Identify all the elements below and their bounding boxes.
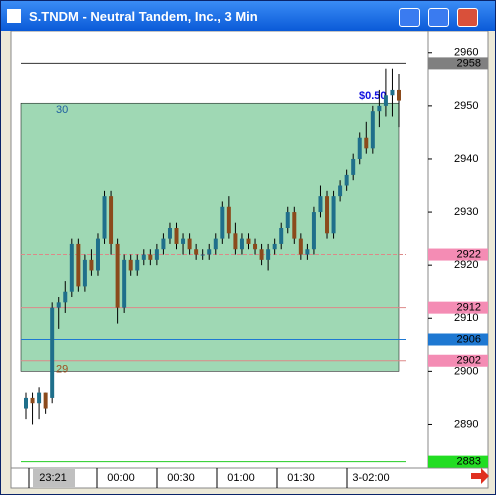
level-label: 2902 (457, 355, 481, 367)
candle-body (338, 185, 343, 197)
candle-body (174, 227, 179, 244)
candle-body (24, 397, 28, 409)
candle-body (266, 249, 271, 260)
candle-body (298, 238, 303, 255)
level-label: 2958 (457, 57, 481, 69)
candle-body (43, 392, 48, 409)
level-box (428, 455, 488, 468)
candle-body (370, 111, 375, 149)
level-box (428, 333, 488, 346)
y-tick-label: 2960 (454, 47, 478, 59)
candle-body (239, 238, 244, 250)
time-label: 01:30 (287, 472, 315, 484)
candle-body (344, 174, 349, 186)
candle-body (76, 243, 81, 287)
scroll-arrow[interactable] (471, 468, 489, 484)
candle-body (213, 238, 218, 250)
level-label: 2912 (457, 302, 481, 314)
candle-body (292, 212, 297, 239)
candle-body (109, 196, 114, 244)
cursor-time-box (33, 469, 75, 487)
candle-body (200, 254, 205, 256)
candle-body (331, 196, 336, 234)
y-tick-label: 2930 (454, 206, 478, 218)
candle-body (187, 238, 192, 250)
position-top-label: 30 (56, 104, 68, 116)
time-label: 01:00 (227, 472, 255, 484)
candle-body (351, 158, 356, 175)
candle-body (233, 233, 238, 250)
candle-body (82, 259, 87, 287)
candle-body (246, 238, 251, 244)
position-zone (20, 102, 400, 372)
candle-body (318, 196, 323, 213)
level-box (428, 57, 488, 70)
candle-body (383, 95, 388, 106)
candle-body (364, 137, 369, 149)
time-label: 00:30 (167, 472, 195, 484)
candle-body (69, 243, 74, 292)
y-tick-label: 2900 (454, 365, 478, 377)
candle-body (141, 254, 146, 260)
y-tick-label: 2910 (454, 312, 478, 324)
time-label: 3-02:00 (352, 472, 389, 484)
candle-body (194, 249, 199, 255)
candle-body (390, 89, 395, 96)
candle-body (220, 206, 225, 239)
close-button[interactable] (457, 8, 478, 27)
time-axis (10, 467, 489, 489)
y-tick-label: 2950 (454, 100, 478, 112)
candle-body (325, 196, 330, 234)
candle-body (154, 249, 159, 260)
position-bottom-label: 29 (56, 363, 68, 375)
candle-body (397, 89, 401, 101)
candle-body (50, 307, 55, 398)
level-label: 2906 (457, 333, 481, 345)
level-box (428, 248, 488, 261)
y-tick-label: 2940 (454, 153, 478, 165)
candle-body (167, 227, 172, 239)
title-bar: S.TNDM - Neutral Tandem, Inc., 3 Min (1, 1, 495, 31)
maximize-button[interactable] (428, 8, 449, 27)
time-label: 00:00 (107, 472, 135, 484)
y-tick-label: 2890 (454, 418, 478, 430)
candle-body (272, 243, 277, 250)
candle-body (30, 397, 35, 404)
candle-body (37, 392, 42, 404)
profit-label: $0.50 (359, 90, 387, 102)
y-tick-label: 2920 (454, 259, 478, 271)
candle-body (122, 259, 127, 308)
candle-body (311, 212, 316, 250)
chart: 30 29 $0.50 2890 2900 2910 2920 2930 2940 2950 296… (10, 31, 489, 489)
candle-body (285, 212, 290, 228)
level-box (428, 354, 488, 367)
candle-body (377, 105, 382, 112)
level-box (428, 301, 488, 314)
candle-body (357, 137, 362, 159)
candle-body (115, 243, 120, 308)
level-label: 2883 (457, 456, 481, 468)
candle-body (207, 249, 212, 255)
minimize-button[interactable] (399, 8, 420, 27)
candle-body (305, 249, 310, 255)
candle-body (279, 227, 284, 244)
time-label: 23:21 (39, 472, 67, 484)
candle-body (253, 243, 258, 250)
candle-body (89, 259, 94, 271)
candle-body (95, 238, 100, 271)
candle-body (259, 249, 264, 260)
candle-body (56, 302, 61, 308)
app-icon (7, 9, 21, 23)
candle-body (181, 238, 186, 244)
candle-body (148, 254, 153, 260)
level-label: 2922 (457, 248, 481, 260)
candle-body (128, 259, 133, 271)
window-title: S.TNDM - Neutral Tandem, Inc., 3 Min (29, 9, 258, 24)
candle-body (63, 291, 68, 303)
candle-body (161, 238, 166, 250)
candle-body (135, 259, 140, 271)
candle-body (102, 196, 107, 239)
candle-body (226, 206, 231, 234)
